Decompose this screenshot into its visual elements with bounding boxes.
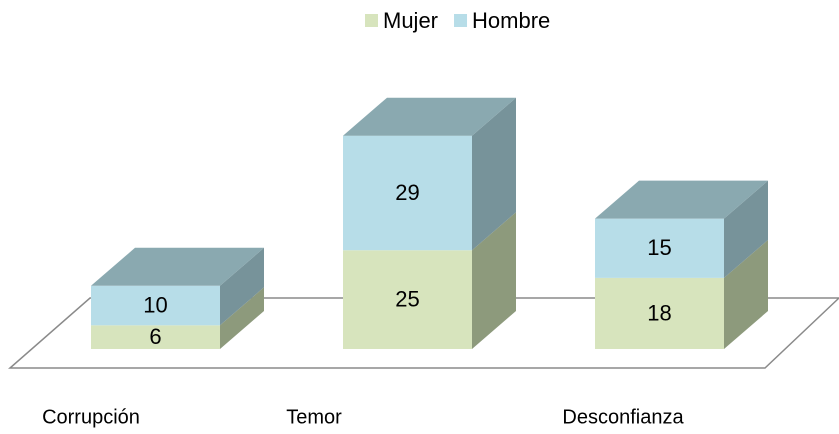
bar-side <box>472 97 516 251</box>
bar <box>343 250 472 349</box>
x-tick-label: Desconfianza <box>562 406 684 428</box>
legend-label: Hombre <box>472 8 550 33</box>
bar <box>91 325 220 349</box>
bar-side <box>724 239 768 349</box>
bar-side <box>724 180 768 278</box>
legend-swatch <box>454 14 468 27</box>
x-tick-label: Corrupción <box>42 406 140 428</box>
value-label: 18 <box>647 300 671 325</box>
bar-side <box>220 247 264 326</box>
floor <box>8 297 839 369</box>
value-label: 6 <box>149 324 161 349</box>
bar-top <box>595 180 768 219</box>
legend-label: Mujer <box>383 8 438 33</box>
bar-side <box>472 212 516 349</box>
bar-top <box>91 247 264 286</box>
bar <box>91 285 220 326</box>
bar-top <box>343 97 516 136</box>
x-tick-label: Temor <box>286 406 342 428</box>
value-label: 25 <box>395 286 419 311</box>
value-label: 29 <box>395 180 419 205</box>
value-label: 10 <box>143 292 167 317</box>
value-label: 15 <box>647 235 671 260</box>
legend-swatch <box>365 14 378 27</box>
bar <box>595 218 724 278</box>
bar-side <box>220 287 264 349</box>
bar <box>595 277 724 349</box>
bar <box>343 135 472 251</box>
